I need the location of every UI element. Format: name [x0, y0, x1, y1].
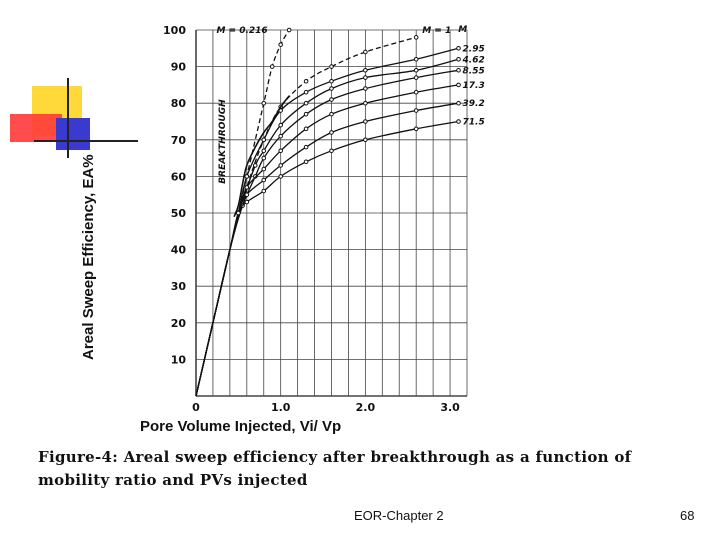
y-tick-label: 20 — [171, 317, 187, 330]
y-tick-label: 30 — [171, 280, 187, 293]
legend-header: M — [458, 25, 467, 35]
data-point — [329, 78, 334, 84]
series-line-8-55 — [195, 69, 459, 397]
x-tick-label: 0 — [192, 401, 200, 414]
data-point — [413, 89, 419, 95]
data-point — [363, 119, 368, 124]
data-point — [303, 89, 309, 95]
data-point — [363, 137, 368, 143]
data-point — [261, 100, 267, 106]
data-point — [261, 137, 267, 143]
y-tick-label: 70 — [171, 134, 187, 147]
data-point — [269, 64, 275, 69]
data-point — [363, 75, 368, 80]
data-point — [456, 100, 461, 106]
data-point — [286, 27, 292, 33]
data-point — [363, 86, 368, 91]
data-point — [413, 56, 419, 62]
series-line-71-5 — [195, 120, 459, 397]
data-point — [261, 166, 267, 172]
data-point — [278, 163, 283, 168]
decor-blue-square — [56, 118, 90, 150]
data-point — [329, 111, 334, 117]
x-tick-label: 2.0 — [356, 401, 376, 414]
data-point — [456, 82, 461, 88]
data-point — [303, 144, 309, 150]
data-point — [244, 192, 250, 197]
y-tick-label: 60 — [171, 170, 187, 183]
data-point — [456, 67, 461, 73]
y-tick-label: 80 — [171, 97, 187, 110]
data-point — [244, 199, 250, 205]
data-point — [329, 86, 334, 91]
data-point — [303, 159, 309, 165]
curves — [195, 27, 461, 397]
figure-caption: Figure-4: Areal sweep efficiency after b… — [38, 448, 632, 489]
data-point — [303, 111, 309, 117]
data-point — [329, 130, 334, 135]
series-line-17-3 — [195, 84, 459, 397]
series-label: 2.95 — [463, 44, 485, 54]
series-label: 17.3 — [463, 81, 485, 91]
data-point — [363, 67, 368, 73]
data-point — [261, 177, 267, 183]
data-point — [413, 35, 419, 40]
decor-vertical-line — [67, 78, 69, 158]
series-label: 4.62 — [462, 55, 485, 65]
y-tick-label: 100 — [163, 24, 186, 37]
data-point — [303, 78, 309, 84]
y-tick-label: 40 — [171, 244, 187, 257]
data-point — [278, 42, 283, 47]
series-label: M = 0.216 — [216, 26, 267, 36]
data-point — [329, 64, 334, 69]
x-tick-label: 1.0 — [271, 401, 291, 414]
data-point — [456, 46, 461, 51]
series-labels: BREAKTHROUGH M M = 0.216 M = 1 2.954.628.55 1… — [216, 25, 484, 184]
data-point — [244, 185, 250, 190]
data-point — [303, 126, 309, 132]
page-number: 68 — [680, 508, 695, 523]
series-label: 39.2 — [463, 99, 485, 109]
y-tick-label: 10 — [171, 353, 187, 366]
data-point — [413, 67, 419, 73]
series-label: 8.55 — [463, 66, 485, 76]
x-axis-label: Pore Volume Injected, Vi/ Vp — [140, 418, 342, 435]
data-point — [278, 148, 283, 154]
footer-chapter: EOR-Chapter 2 — [354, 508, 444, 523]
data-point — [363, 100, 368, 106]
data-point — [413, 108, 419, 113]
data-point — [278, 133, 283, 139]
series-label: M = 1 — [422, 26, 451, 36]
data-point — [413, 75, 419, 80]
data-point — [456, 119, 461, 124]
data-point — [278, 174, 283, 179]
data-point — [329, 97, 334, 102]
series-label: 71.5 — [463, 118, 485, 128]
data-point — [261, 155, 267, 161]
grid — [195, 29, 468, 397]
data-point — [261, 148, 267, 154]
tick-labels: 10 20 30 40 50 60 70 80 90 100 0 1.0 2.0 3.0 — [163, 24, 460, 414]
decor-horizontal-line — [34, 140, 138, 142]
decor-red-rect — [10, 114, 62, 142]
y-tick-label: 90 — [171, 61, 187, 74]
data-point — [252, 163, 258, 168]
y-tick-label: 50 — [171, 207, 187, 220]
data-point — [244, 174, 250, 179]
x-tick-label: 3.0 — [440, 401, 460, 414]
breakthrough-curve — [233, 95, 290, 217]
data-point — [413, 126, 419, 132]
data-point — [456, 56, 461, 62]
breakthrough-label: BREAKTHROUGH — [218, 99, 228, 184]
data-point — [329, 148, 334, 154]
data-point — [363, 49, 368, 55]
data-point — [278, 122, 283, 128]
data-point — [261, 188, 267, 194]
data-point — [303, 100, 309, 106]
